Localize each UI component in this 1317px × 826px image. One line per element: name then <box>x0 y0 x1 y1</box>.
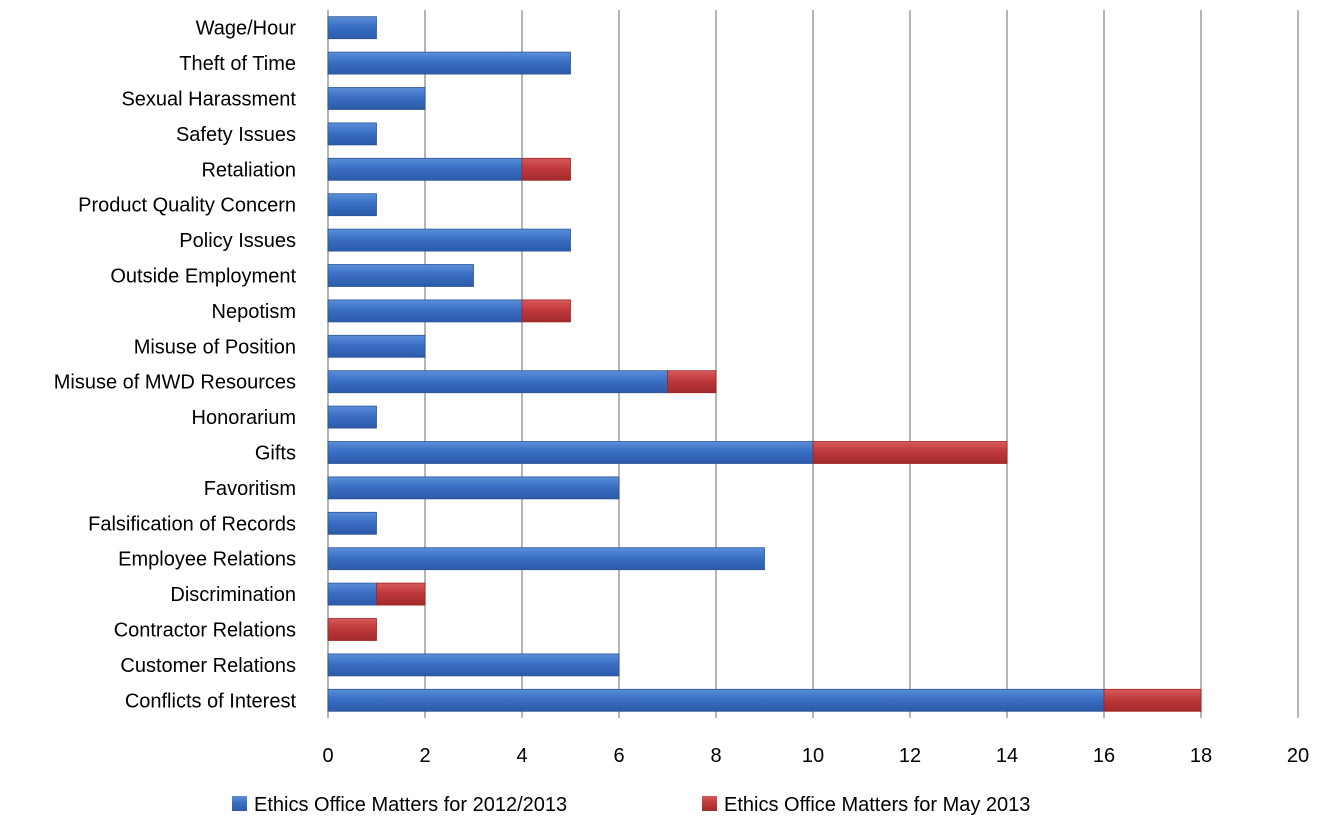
x-tick-label: 2 <box>419 745 430 767</box>
category-label: Employee Relations <box>118 549 296 571</box>
category-label: Conflicts of Interest <box>125 690 297 712</box>
bar-segment-may-2013 <box>1103 688 1202 712</box>
bar-segment-2012-2013 <box>327 688 1105 712</box>
bar-segment-2012-2013 <box>327 51 571 75</box>
bar-segment-2012-2013 <box>327 87 426 110</box>
category-label: Safety Issues <box>176 124 296 146</box>
bar-segment-2012-2013 <box>327 582 377 606</box>
bar-segment-2012-2013 <box>327 228 571 252</box>
x-tick-label: 10 <box>802 745 824 767</box>
category-label: Contractor Relations <box>114 620 296 642</box>
category-label: Falsification of Records <box>88 513 296 535</box>
bar-segment-2012-2013 <box>327 547 765 571</box>
x-tick-label: 0 <box>322 745 333 767</box>
bar-segment-2012-2013 <box>327 299 523 323</box>
x-tick-label: 20 <box>1287 745 1309 767</box>
bar-segment-2012-2013 <box>327 511 377 535</box>
bar-segment-may-2013 <box>376 582 426 606</box>
bars <box>327 16 1202 712</box>
legend-label: Ethics Office Matters for 2012/2013 <box>254 794 567 816</box>
legend-swatch <box>702 796 717 811</box>
category-label: Outside Employment <box>110 266 296 288</box>
gridlines <box>327 10 1299 718</box>
x-tick-labels: 0 2 4 6 8 10 12 14 16 18 20 <box>322 745 1309 767</box>
category-label: Wage/Hour <box>196 18 297 40</box>
legend-label: Ethics Office Matters for May 2013 <box>724 794 1030 816</box>
x-tick-label: 4 <box>516 745 527 767</box>
bar-segment-may-2013 <box>327 618 377 641</box>
category-label: Misuse of Position <box>134 336 296 358</box>
category-label: Honorarium <box>192 407 296 429</box>
bar-segment-2012-2013 <box>327 334 426 358</box>
bar-segment-2012-2013 <box>327 441 814 464</box>
bar-segment-2012-2013 <box>327 476 620 500</box>
category-label: Theft of Time <box>179 53 296 75</box>
x-tick-label: 12 <box>899 745 921 767</box>
category-label: Policy Issues <box>179 230 296 252</box>
bar-segment-may-2013 <box>667 370 717 394</box>
bar-segment-may-2013 <box>812 441 1008 464</box>
category-label: Product Quality Concern <box>78 195 296 217</box>
bar-segment-2012-2013 <box>327 370 668 394</box>
bar-segment-2012-2013 <box>327 405 377 429</box>
category-label: Favoritism <box>204 478 296 500</box>
category-label: Customer Relations <box>120 655 296 677</box>
category-label: Nepotism <box>212 301 296 323</box>
legend: Ethics Office Matters for 2012/2013 Ethic… <box>232 794 1030 816</box>
category-label: Retaliation <box>201 159 296 181</box>
category-label: Gifts <box>255 443 296 465</box>
x-tick-label: 8 <box>710 745 721 767</box>
category-labels: Wage/Hour Theft of Time Sexual Harassment S… <box>54 18 297 713</box>
bar-segment-2012-2013 <box>327 157 523 181</box>
legend-swatch <box>232 796 247 811</box>
x-tick-label: 18 <box>1190 745 1212 767</box>
category-label: Misuse of MWD Resources <box>54 372 296 394</box>
bar-segment-2012-2013 <box>327 264 474 287</box>
category-label: Discrimination <box>170 584 296 606</box>
x-tick-label: 6 <box>613 745 624 767</box>
bar-segment-may-2013 <box>521 157 571 181</box>
x-tick-label: 14 <box>996 745 1018 767</box>
x-tick-label: 16 <box>1093 745 1115 767</box>
bar-segment-2012-2013 <box>327 193 377 217</box>
bar-segment-2012-2013 <box>327 122 377 146</box>
bar-segment-may-2013 <box>521 299 571 323</box>
bar-segment-2012-2013 <box>327 653 620 677</box>
category-label: Sexual Harassment <box>121 89 296 111</box>
bar-segment-2012-2013 <box>327 16 377 40</box>
